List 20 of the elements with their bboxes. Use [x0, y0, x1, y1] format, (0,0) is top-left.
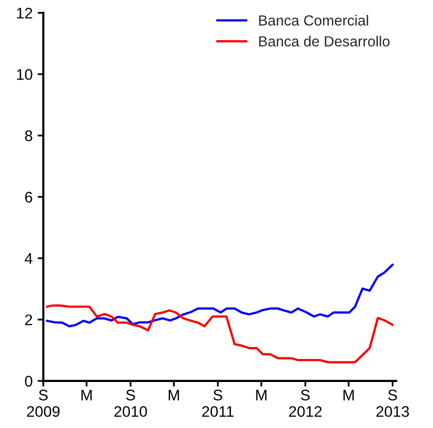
y-tick-label: 0: [24, 376, 32, 387]
x-tick-label: S 2012: [289, 390, 322, 417]
line-series: [46, 304, 394, 364]
y-tick-label: 8: [25, 130, 32, 142]
line-series: [46, 264, 394, 328]
y-tick-label: 12: [17, 8, 32, 18]
x-tick-label: S 2013: [376, 390, 409, 417]
y-tick-label: 10: [17, 69, 32, 80]
y-tick-label: 6: [25, 192, 32, 203]
x-tick-label: S 2011: [202, 390, 234, 417]
x-tick-label: M: [81, 390, 92, 400]
legend-label: Banca Comercial: [259, 14, 368, 26]
x-tick-label: M: [256, 390, 266, 400]
legend-label: Banca de Desarrollo: [259, 36, 390, 47]
y-tick-label: 2: [25, 314, 32, 326]
x-tick-label: M: [344, 390, 354, 400]
y-tick-label: 4: [24, 253, 32, 264]
x-tick-label: S 2009: [27, 390, 60, 417]
x-tick-label: S 2010: [114, 390, 147, 417]
x-tick-label: M: [168, 390, 179, 400]
